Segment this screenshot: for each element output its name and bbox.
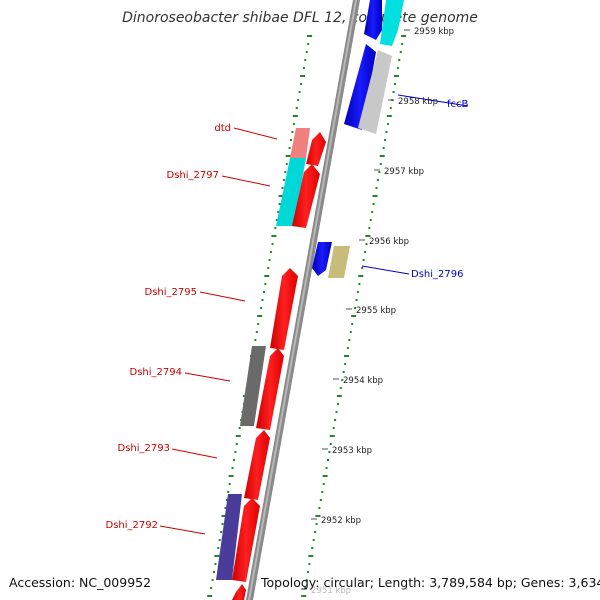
kbp-tick-label: 2952 kbp [321, 516, 361, 526]
gene-label-reverse[interactable]: Dshi_2794 [130, 367, 182, 378]
gene-label-reverse[interactable]: dtd [214, 123, 231, 134]
gene-block-reverse[interactable] [276, 158, 306, 226]
gene-label-leader [397, 94, 469, 107]
gene-arrow-forward[interactable] [344, 44, 376, 130]
gene-block-reverse[interactable] [240, 346, 266, 426]
gene-block-forward[interactable] [328, 246, 350, 278]
kbp-tick-label: 2959 kbp [414, 27, 454, 37]
gene-arrow-forward[interactable] [364, 0, 382, 40]
gc-skew-track-inner [207, 35, 313, 597]
gene-arrow-reverse[interactable] [306, 132, 326, 166]
gene-label-reverse[interactable]: Dshi_2792 [106, 520, 158, 531]
kbp-tick-label: 2957 kbp [384, 167, 424, 177]
gene-label-reverse[interactable]: Dshi_2795 [145, 287, 197, 298]
gene-arrow-reverse[interactable] [232, 584, 246, 600]
gene-arrow-reverse[interactable] [232, 498, 260, 582]
feature-layer [216, 0, 404, 600]
kbp-tick-label: 2954 kbp [343, 376, 383, 386]
gene-label-leader [159, 525, 206, 535]
gene-block-reverse[interactable] [290, 128, 310, 158]
gene-label-reverse[interactable]: Dshi_2797 [167, 170, 219, 181]
kbp-tick-label: 2955 kbp [356, 306, 396, 316]
gene-arrow-forward[interactable] [380, 0, 404, 46]
genome-backbone-highlight [248, 0, 357, 600]
gene-label-layer: dtd Dshi_2797 Dshi_2795 Dshi_2794 Dshi_2793 D… [106, 94, 469, 535]
gene-label-leader [199, 291, 246, 302]
gene-label-leader [171, 448, 218, 459]
gc-skew-track-outer [301, 35, 407, 597]
kbp-tick-label: 2953 kbp [332, 446, 372, 456]
gene-arrow-forward[interactable] [312, 242, 332, 276]
kbp-tick-layer: 2959 kbp 2958 kbp 2957 kbp 2956 kbp 2955 kbp… [301, 27, 454, 596]
gene-label-leader [233, 127, 278, 140]
gene-label-reverse[interactable]: Dshi_2793 [118, 443, 170, 454]
kbp-tick-label: 2958 kbp [398, 97, 438, 107]
gene-label-leader [184, 372, 231, 382]
gene-arrow-reverse[interactable] [292, 164, 320, 228]
gene-arrow-forward[interactable] [358, 50, 392, 134]
accession-label: Accession: NC_009952 [9, 575, 152, 590]
gene-label-leader [221, 175, 271, 187]
kbp-tick-label: 2956 kbp [369, 237, 409, 247]
gene-arrow-reverse[interactable] [256, 348, 284, 430]
gene-label-leader [361, 265, 410, 275]
kbp-tick-label: 2951 kbp [311, 586, 351, 596]
gene-arrow-reverse[interactable] [270, 268, 298, 350]
gene-label-forward[interactable]: fccB [447, 99, 469, 110]
gene-label-forward[interactable]: Dshi_2796 [411, 269, 463, 280]
genome-summary: Topology: circular; Length: 3,789,584 bp… [261, 575, 600, 590]
gene-block-reverse[interactable] [216, 494, 242, 580]
gene-arrow-reverse[interactable] [244, 430, 270, 500]
